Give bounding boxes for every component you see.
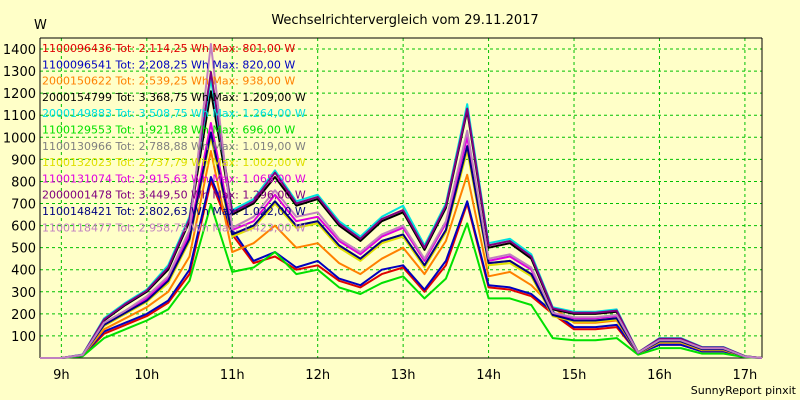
legend-entry: 1100131074 Tot: 2.915,63 Wh Max: 1.065,0…	[42, 172, 306, 185]
axes	[39, 37, 763, 359]
x-tick-label: 13h	[391, 368, 416, 383]
legend-entry: 2000001478 Tot: 3.449,50 Wh Max: 1.296,0…	[42, 189, 306, 202]
series-line-1100129553	[40, 203, 763, 359]
x-tick-label: 16h	[647, 368, 672, 383]
y-tick-label: 1000	[3, 131, 36, 146]
y-tick-label: 1100	[3, 109, 36, 124]
x-tick-label: 15h	[562, 368, 587, 383]
legend-entry: 1100130966 Tot: 2.788,88 Wh Max: 1.019,0…	[42, 140, 306, 153]
y-tick-labels: 100 200 300 400 500 600 700 800 900 1000 1100 1200 1…	[3, 43, 36, 345]
y-tick-label: 600	[11, 220, 36, 235]
legend-entry: 1100132023 Tot: 2.737,79 Wh Max: 1.002,0…	[42, 156, 306, 169]
x-tick-label: 10h	[134, 368, 159, 383]
legend-entry: 1100118477 Tot: 2.958,75 Wh Max: 1.423,0…	[42, 221, 306, 234]
legend: 1100096436 Tot: 2.114,25 Wh Max: 801,00 …	[42, 42, 306, 234]
y-tick-label: 700	[11, 198, 36, 213]
y-tick-label: 1400	[3, 43, 36, 58]
y-tick-label: 900	[11, 153, 36, 168]
legend-entry: 1100129553 Tot: 1.921,88 Wh Max: 696,00 …	[42, 124, 295, 137]
y-tick-label: 100	[11, 330, 36, 345]
x-tick-label: 14h	[476, 368, 501, 383]
x-tick-labels: 9h 10h 11h 12h 13h 14h 15h 16h 17h	[53, 368, 757, 383]
x-tick-label: 9h	[53, 368, 70, 383]
chart-title: Wechselrichtervergleich vom 29.11.2017	[271, 13, 538, 28]
legend-entry: 1100096436 Tot: 2.114,25 Wh Max: 801,00 …	[42, 42, 295, 55]
y-tick-label: 800	[11, 175, 36, 190]
y-tick-label: 1200	[3, 87, 36, 102]
series-lines	[40, 43, 763, 359]
x-tick-label: 11h	[220, 368, 245, 383]
legend-entry: 2000150622 Tot: 2.539,25 Wh Max: 938,00 …	[42, 75, 295, 88]
y-tick-label: 500	[11, 242, 36, 257]
y-tick-label: 400	[11, 264, 36, 279]
y-tick-label: 200	[11, 308, 36, 323]
legend-entry: 2000154799 Tot: 3.368,75 Wh Max: 1.209,0…	[42, 91, 306, 104]
legend-entry: 1100096541 Tot: 2.208,25 Wh Max: 820,00 …	[42, 58, 295, 71]
y-tick-label: 1300	[3, 65, 36, 80]
series-line-1100118477	[40, 43, 763, 359]
legend-entry: 2000149883 Tot: 3.508,75 Wh Max: 1.264,0…	[42, 107, 306, 120]
legend-entry: 1100148421 Tot: 2.802,63 Wh Max: 1.022,0…	[42, 205, 306, 218]
x-tick-label: 17h	[733, 368, 758, 383]
y-tick-label: 300	[11, 286, 36, 301]
x-tick-label: 12h	[305, 368, 330, 383]
y-axis-unit: W	[34, 18, 47, 33]
credit-label: SunnyReport pinxit	[691, 384, 797, 397]
